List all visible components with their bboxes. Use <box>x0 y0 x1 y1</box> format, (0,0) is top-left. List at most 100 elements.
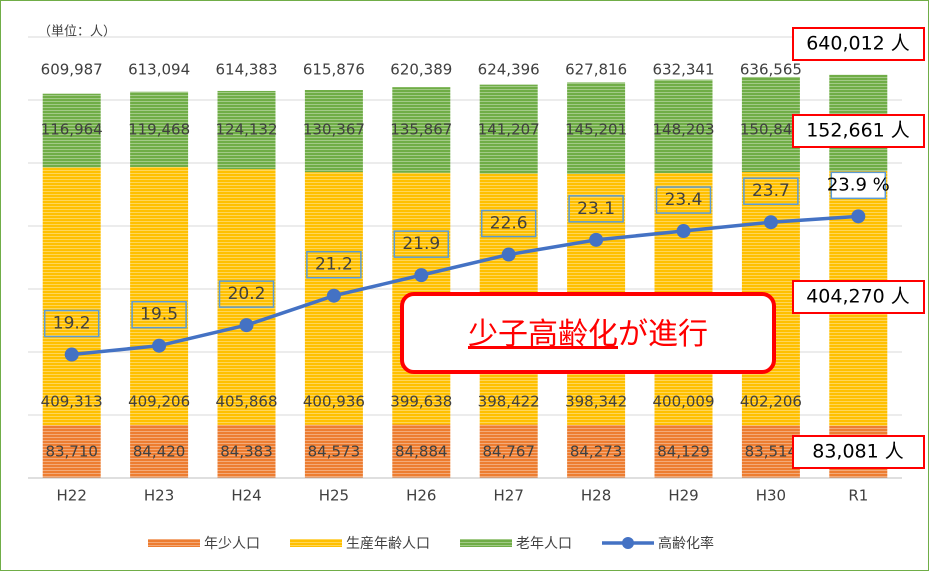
total-label: 615,876 <box>303 61 365 79</box>
total-label: 620,389 <box>390 61 452 79</box>
last-label: 83,081 人 <box>812 441 904 463</box>
bar-segment <box>567 424 626 478</box>
legend-label: 高齢化率 <box>658 535 714 552</box>
bar-segment <box>479 84 538 174</box>
legend-label: 年少人口 <box>204 536 260 552</box>
total-label: 632,341 <box>652 61 714 79</box>
data-label: 84,767 <box>482 443 535 461</box>
total-label: 613,094 <box>128 61 190 79</box>
legend-swatch <box>290 539 342 547</box>
x-tick-label: H25 <box>319 487 349 505</box>
bar-segment <box>42 425 101 478</box>
total-label: 609,987 <box>41 61 103 79</box>
rate-label: 23.4 <box>665 190 703 210</box>
bar-segment <box>741 76 800 172</box>
data-label: 150,845 <box>740 121 802 139</box>
rate-label-box <box>393 230 450 258</box>
data-label: 402,206 <box>740 393 802 411</box>
rate-label: 23.1 <box>577 199 615 219</box>
data-label: 135,867 <box>390 121 452 139</box>
x-tick-label: H30 <box>756 487 786 505</box>
rate-label-box <box>655 186 712 214</box>
callout-box <box>400 292 776 374</box>
rate-label-box <box>131 300 187 329</box>
bar-segment <box>130 91 189 168</box>
bar-segment <box>304 424 363 478</box>
rate-point <box>152 338 167 353</box>
callout-highlight: 少子高齢化 <box>468 317 618 352</box>
bar-segment <box>654 424 713 478</box>
data-label: 398,342 <box>565 393 627 411</box>
data-label: 124,132 <box>215 121 277 139</box>
data-label: 84,884 <box>395 443 448 461</box>
data-label: 145,201 <box>565 121 627 139</box>
rate-point <box>763 215 778 230</box>
data-label: 84,573 <box>308 443 361 461</box>
data-label: 399,638 <box>390 393 452 411</box>
x-tick-label: H29 <box>668 487 698 505</box>
legend-swatch <box>148 539 200 547</box>
rate-label: 19.5 <box>140 305 178 325</box>
last-label-box <box>792 27 925 61</box>
rate-label-box <box>43 309 100 338</box>
last-label: 404,270 人 <box>806 286 910 308</box>
rate-label-box <box>568 195 624 223</box>
total-label: 627,816 <box>565 61 627 79</box>
x-tick-label: H26 <box>406 487 436 505</box>
data-label: 409,206 <box>128 393 190 411</box>
unit-note: （単位：人） <box>38 24 116 40</box>
rate-line <box>71 214 859 357</box>
rate-point <box>326 288 341 303</box>
rate-point <box>501 247 516 262</box>
rate-point <box>414 268 429 283</box>
data-label: 130,367 <box>303 121 365 139</box>
x-tick-label: R1 <box>848 487 868 505</box>
rate-label: 23.7 <box>752 181 790 201</box>
data-label: 400,009 <box>652 393 714 411</box>
x-tick-label: H27 <box>494 487 524 505</box>
total-label: 636,565 <box>740 61 802 79</box>
bar-segment <box>741 425 800 478</box>
rate-point <box>851 209 866 224</box>
rate-label: 19.2 <box>53 314 91 334</box>
last-label-box <box>792 435 925 469</box>
x-tick-label: H24 <box>231 487 261 505</box>
rate-point <box>239 318 254 333</box>
data-label: 141,207 <box>478 121 540 139</box>
x-tick-label: H23 <box>144 487 174 505</box>
data-label: 148,203 <box>652 121 714 139</box>
total-label: 624,396 <box>478 61 540 79</box>
bar-segment <box>567 82 626 174</box>
bar-segment <box>392 424 451 478</box>
rate-label: 21.2 <box>315 255 353 275</box>
total-label: 614,383 <box>215 61 277 79</box>
bar-segment <box>217 90 276 170</box>
rate-label-box <box>480 209 537 238</box>
callout: 少子高齢化が進行 <box>468 317 708 352</box>
bar-segment <box>130 424 189 478</box>
rate-point <box>64 347 79 362</box>
data-label: 116,964 <box>41 121 103 139</box>
x-tick-label: H22 <box>57 487 87 505</box>
data-label: 84,129 <box>657 443 710 461</box>
last-label-box <box>792 114 925 148</box>
last-label-box <box>792 280 925 314</box>
bar-segment <box>217 169 276 425</box>
bar-segment <box>654 79 713 173</box>
legend-point <box>622 537 634 549</box>
rate-label: 20.2 <box>228 284 266 304</box>
rate-label: 22.6 <box>490 214 528 234</box>
rate-label-box <box>830 171 887 200</box>
bar-segment <box>392 87 451 173</box>
data-label: 84,273 <box>570 443 623 461</box>
callout-rest: が進行 <box>618 317 708 352</box>
bar-segment <box>130 167 189 425</box>
data-label: 84,383 <box>220 443 273 461</box>
data-label: 119,468 <box>128 121 190 139</box>
bar-segment <box>217 424 276 478</box>
data-label: 400,936 <box>303 393 365 411</box>
data-label: 83,710 <box>45 443 98 461</box>
data-label: 409,313 <box>41 393 103 411</box>
rate-point <box>676 224 691 239</box>
